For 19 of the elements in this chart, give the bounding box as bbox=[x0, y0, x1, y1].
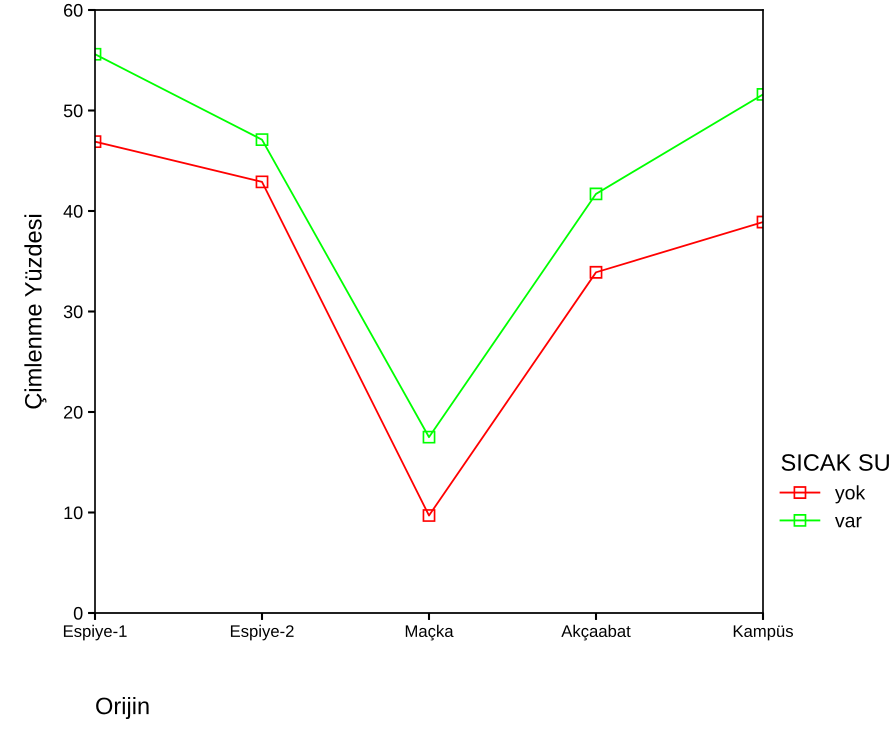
x-tick-label: Espiye-1 bbox=[64, 624, 127, 640]
y-tick-label: 50 bbox=[64, 104, 82, 118]
y-axis-title: Çimlenme Yüzdesi bbox=[24, 214, 46, 409]
legend-title: SICAK SU bbox=[782, 454, 889, 471]
legend-label: var bbox=[835, 516, 862, 528]
x-tick-label: Espiye-2 bbox=[230, 624, 294, 640]
point bbox=[422, 509, 436, 522]
point bbox=[422, 430, 436, 444]
y-tick-label: 40 bbox=[64, 204, 82, 218]
y-tick-label: 20 bbox=[64, 406, 82, 419]
x-axis-title: Orijin bbox=[96, 696, 149, 720]
x-tick-label: Kampüs bbox=[734, 625, 793, 640]
y-tick-label: 10 bbox=[64, 506, 82, 520]
x-tick-label: Akçaabat bbox=[561, 624, 631, 640]
y-tick-label: 30 bbox=[64, 305, 82, 318]
x-tick-label: Maçka bbox=[406, 624, 454, 640]
y-tick-label: 60 bbox=[64, 4, 82, 17]
legend-label: yok bbox=[834, 485, 866, 504]
y-tick-label: 0 bbox=[74, 606, 82, 620]
